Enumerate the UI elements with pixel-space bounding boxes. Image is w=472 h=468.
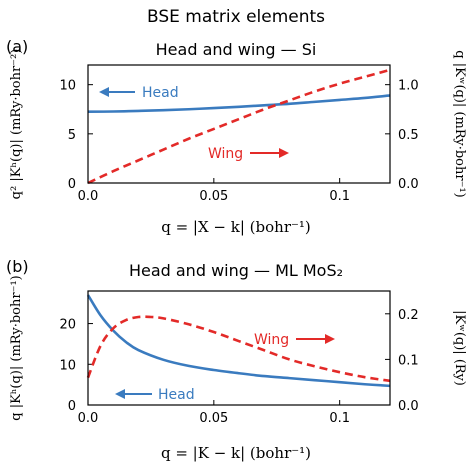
panel-b-ylabel-left: q |Kʰ(q)| (mRy·bohr⁻¹)	[9, 275, 24, 420]
x-tick-label: 0.05	[199, 189, 228, 204]
panel-b-ylabel-right: |Kʷ(q)| (Ry)	[452, 310, 467, 386]
head-label: Head	[142, 85, 179, 101]
y-tick-left-label: 0	[68, 177, 76, 192]
x-tick-label: 0.0	[78, 411, 99, 426]
y-tick-left-label: 10	[59, 358, 76, 373]
panel-a-head-annotation: Head	[99, 85, 179, 101]
panel-a-frame	[87, 64, 391, 184]
wing-arrow-right-icon	[325, 334, 335, 344]
panel-b-label: (b)	[6, 257, 29, 276]
y-tick-right-label: 0.1	[398, 353, 419, 368]
panel-a-series	[87, 68, 391, 185]
head-arrow-left-icon	[99, 87, 109, 97]
series-wing-line	[86, 315, 391, 383]
head-arrow-left-icon	[115, 389, 125, 399]
figure-title: BSE matrix elements	[147, 7, 325, 27]
series-head-line	[86, 294, 391, 388]
panel-a-ticks: 0.0 0.05 0.1 0 5 10 0.0 0.5 1.0	[59, 79, 418, 204]
panel-b: (b) Head and wing — ML MoS₂ q |Kʰ(q)| (m…	[6, 257, 467, 462]
y-tick-right-label: 0.5	[398, 128, 419, 143]
panel-a-wing-annotation: Wing	[208, 146, 289, 162]
panel-a-title: Head and wing — Si	[156, 40, 317, 59]
wing-arrow-right-icon	[279, 148, 289, 158]
panel-a-xlabel: q = |X − k| (bohr⁻¹)	[161, 218, 311, 236]
head-label: Head	[158, 387, 195, 403]
y-tick-left-label: 20	[59, 318, 76, 333]
panel-b-frame	[87, 290, 391, 406]
x-tick-label: 0.0	[78, 189, 99, 204]
y-tick-left-label: 5	[68, 128, 76, 143]
panel-b-title: Head and wing — ML MoS₂	[129, 261, 343, 280]
wing-label: Wing	[208, 146, 243, 162]
y-tick-left-label: 0	[68, 399, 76, 414]
wing-label: Wing	[254, 332, 289, 348]
y-tick-right-label: 0.2	[398, 308, 419, 323]
y-tick-left-label: 10	[59, 79, 76, 94]
panel-b-ticks: 0.0 0.05 0.1 0 10 20 0.0 0.1 0.2	[59, 308, 418, 426]
panel-b-xlabel: q = |K − k| (bohr⁻¹)	[161, 444, 311, 462]
panel-b-head-annotation: Head	[115, 387, 195, 403]
x-tick-label: 0.1	[329, 411, 350, 426]
y-tick-right-label: 0.0	[398, 177, 419, 192]
y-tick-right-label: 1.0	[398, 79, 419, 94]
x-tick-label: 0.1	[329, 189, 350, 204]
panel-a-ylabel-left: q² |Kʰ(q)| (mRy·bohr⁻²)	[9, 49, 24, 200]
y-tick-right-label: 0.0	[398, 399, 419, 414]
panel-b-series	[86, 294, 391, 388]
panel-b-wing-annotation: Wing	[254, 332, 335, 348]
series-wing-line	[87, 68, 391, 185]
panel-a-label: (a)	[6, 37, 28, 56]
panel-a: (a) Head and wing — Si q² |Kʰ(q)| (mRy·b…	[6, 37, 467, 236]
panel-a-ylabel-right: q |Kʷ(q)| (mRy·bohr⁻¹)	[452, 50, 467, 197]
series-head-line	[87, 94, 391, 114]
x-tick-label: 0.05	[199, 411, 228, 426]
